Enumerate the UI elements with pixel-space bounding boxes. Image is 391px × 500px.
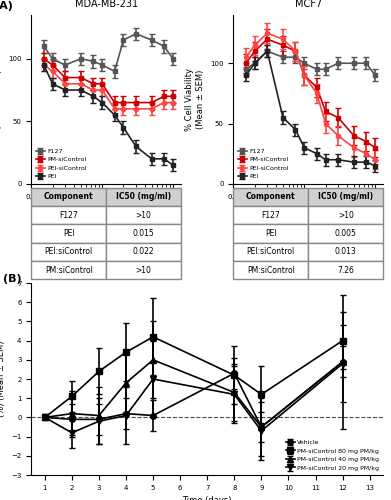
Text: (B): (B) bbox=[3, 274, 22, 283]
Y-axis label: Body Weight Change
(%) (Mean ± SEM): Body Weight Change (%) (Mean ± SEM) bbox=[0, 335, 5, 423]
X-axis label: Time (days): Time (days) bbox=[183, 496, 232, 500]
Y-axis label: % Cell Viability
(Mean ± SEM): % Cell Viability (Mean ± SEM) bbox=[185, 68, 204, 131]
X-axis label: PM (mg/ml): PM (mg/ml) bbox=[82, 205, 130, 214]
Legend: F127, PM-siControl, PEI-siControl, PEI: F127, PM-siControl, PEI-siControl, PEI bbox=[237, 148, 290, 180]
Title: MDA-MB-231: MDA-MB-231 bbox=[75, 0, 138, 8]
Title: MCF7: MCF7 bbox=[295, 0, 322, 8]
Legend: Vehicle, PM-siControl 80 mg PM/kg, PM-siControl 40 mg PM/kg, PM-siControl 20 mg : Vehicle, PM-siControl 80 mg PM/kg, PM-si… bbox=[284, 438, 380, 472]
Legend: F127, PM-siControl, PEI-siControl, PEI: F127, PM-siControl, PEI-siControl, PEI bbox=[34, 148, 88, 180]
Text: (A): (A) bbox=[0, 2, 13, 12]
X-axis label: PM (mg/ml): PM (mg/ml) bbox=[284, 205, 332, 214]
Y-axis label: % Cell Viability
(Mean ± SEM): % Cell Viability (Mean ± SEM) bbox=[0, 68, 2, 131]
